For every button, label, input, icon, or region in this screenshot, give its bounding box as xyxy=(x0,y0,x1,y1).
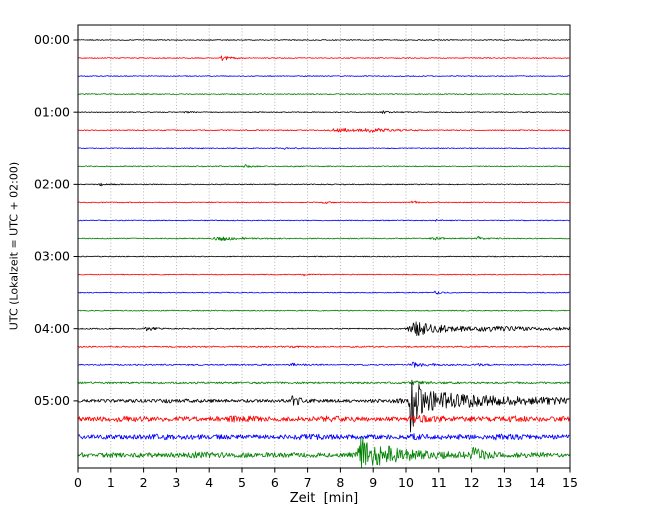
trace-00:00 xyxy=(78,39,570,41)
y-tick-label: 02:00 xyxy=(34,177,70,192)
axes-border xyxy=(77,24,571,469)
trace-03:30 xyxy=(78,290,570,295)
trace-00:15 xyxy=(77,55,570,62)
trace-05:00 xyxy=(77,379,570,433)
trace-01:00 xyxy=(77,110,570,114)
x-tick-label: 14 xyxy=(529,475,545,490)
y-tick-label: 03:00 xyxy=(34,249,70,264)
trace-05:15 xyxy=(77,415,570,424)
trace-01:15 xyxy=(77,128,570,133)
trace-05:30 xyxy=(77,433,570,441)
trace-03:15 xyxy=(78,273,570,277)
trace-02:15 xyxy=(77,200,570,204)
trace-04:15 xyxy=(77,345,570,349)
x-tick-label: 6 xyxy=(271,475,279,490)
trace-03:45 xyxy=(77,309,570,312)
x-tick-label: 11 xyxy=(431,475,447,490)
x-tick-label: 2 xyxy=(140,475,148,490)
trace-02:00 xyxy=(78,182,570,187)
x-tick-label: 13 xyxy=(496,475,512,490)
x-tick-label: 12 xyxy=(464,475,480,490)
x-tick-label: 15 xyxy=(562,475,578,490)
x-tick-label: 5 xyxy=(238,475,246,490)
trace-04:00 xyxy=(77,321,570,337)
trace-00:45 xyxy=(77,93,570,95)
trace-02:30 xyxy=(77,219,570,222)
x-tick-label: 9 xyxy=(369,475,377,490)
trace-03:00 xyxy=(77,255,570,258)
x-tick-label: 7 xyxy=(304,475,312,490)
x-axis-label: Zeit [min] xyxy=(289,491,359,506)
x-tick-label: 4 xyxy=(205,475,213,490)
x-tick-label: 8 xyxy=(336,475,344,490)
trace-04:30 xyxy=(77,361,570,368)
y-tick-label: 05:00 xyxy=(34,393,70,408)
trace-00:30 xyxy=(77,75,570,77)
y-tick-label: 00:00 xyxy=(34,32,70,47)
trace-02:45 xyxy=(78,236,570,241)
y-axis-label: UTC (Lokalzeit = UTC + 02:00) xyxy=(7,161,21,331)
trace-01:30 xyxy=(77,147,570,150)
y-tick-label: 04:00 xyxy=(34,321,70,336)
x-tick-label: 3 xyxy=(172,475,180,490)
trace-01:45 xyxy=(77,164,570,168)
x-tick-label: 0 xyxy=(74,475,82,490)
trace-04:45 xyxy=(77,380,570,386)
x-tick-label: 10 xyxy=(398,475,414,490)
y-tick-label: 01:00 xyxy=(34,104,70,119)
x-tick-label: 1 xyxy=(107,475,115,490)
trace-05:45 xyxy=(77,437,570,469)
